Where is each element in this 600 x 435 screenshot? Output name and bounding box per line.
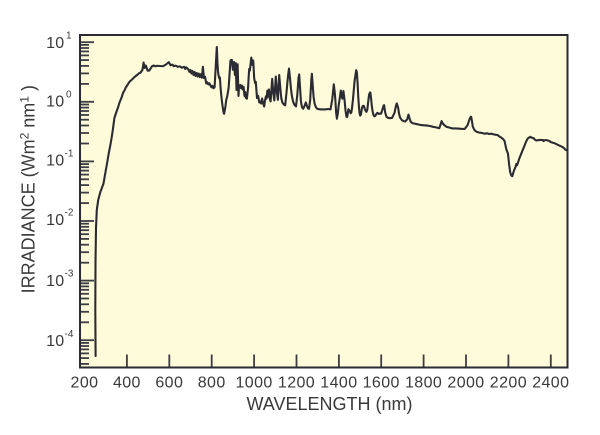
- svg-text:10: 10: [46, 273, 64, 290]
- svg-text:200: 200: [71, 374, 99, 391]
- svg-text:1000: 1000: [235, 374, 272, 391]
- svg-text:2200: 2200: [490, 374, 527, 391]
- svg-text:10: 10: [46, 212, 64, 229]
- svg-text:1400: 1400: [320, 374, 357, 391]
- svg-text:10: 10: [46, 94, 64, 111]
- svg-text:400: 400: [113, 374, 141, 391]
- svg-text:-3: -3: [65, 269, 74, 280]
- svg-text:800: 800: [198, 374, 226, 391]
- svg-text:-2: -2: [65, 208, 74, 219]
- svg-text:10: 10: [46, 153, 64, 170]
- svg-text:2400: 2400: [532, 374, 569, 391]
- svg-text:1: 1: [66, 31, 72, 42]
- svg-text:2000: 2000: [447, 374, 484, 391]
- svg-text:600: 600: [155, 374, 183, 391]
- svg-text:WAVELENGTH (nm): WAVELENGTH (nm): [246, 394, 412, 414]
- svg-text:-4: -4: [65, 329, 74, 340]
- svg-text:IRRADIANCE (Wm2 nm1 ): IRRADIANCE (Wm2 nm1 ): [18, 85, 39, 293]
- svg-text:10: 10: [46, 333, 64, 350]
- svg-text:1200: 1200: [278, 374, 315, 391]
- svg-text:-1: -1: [65, 148, 74, 159]
- svg-text:1600: 1600: [363, 374, 400, 391]
- svg-text:0: 0: [66, 89, 72, 100]
- svg-text:1800: 1800: [405, 374, 442, 391]
- svg-text:10: 10: [46, 35, 64, 52]
